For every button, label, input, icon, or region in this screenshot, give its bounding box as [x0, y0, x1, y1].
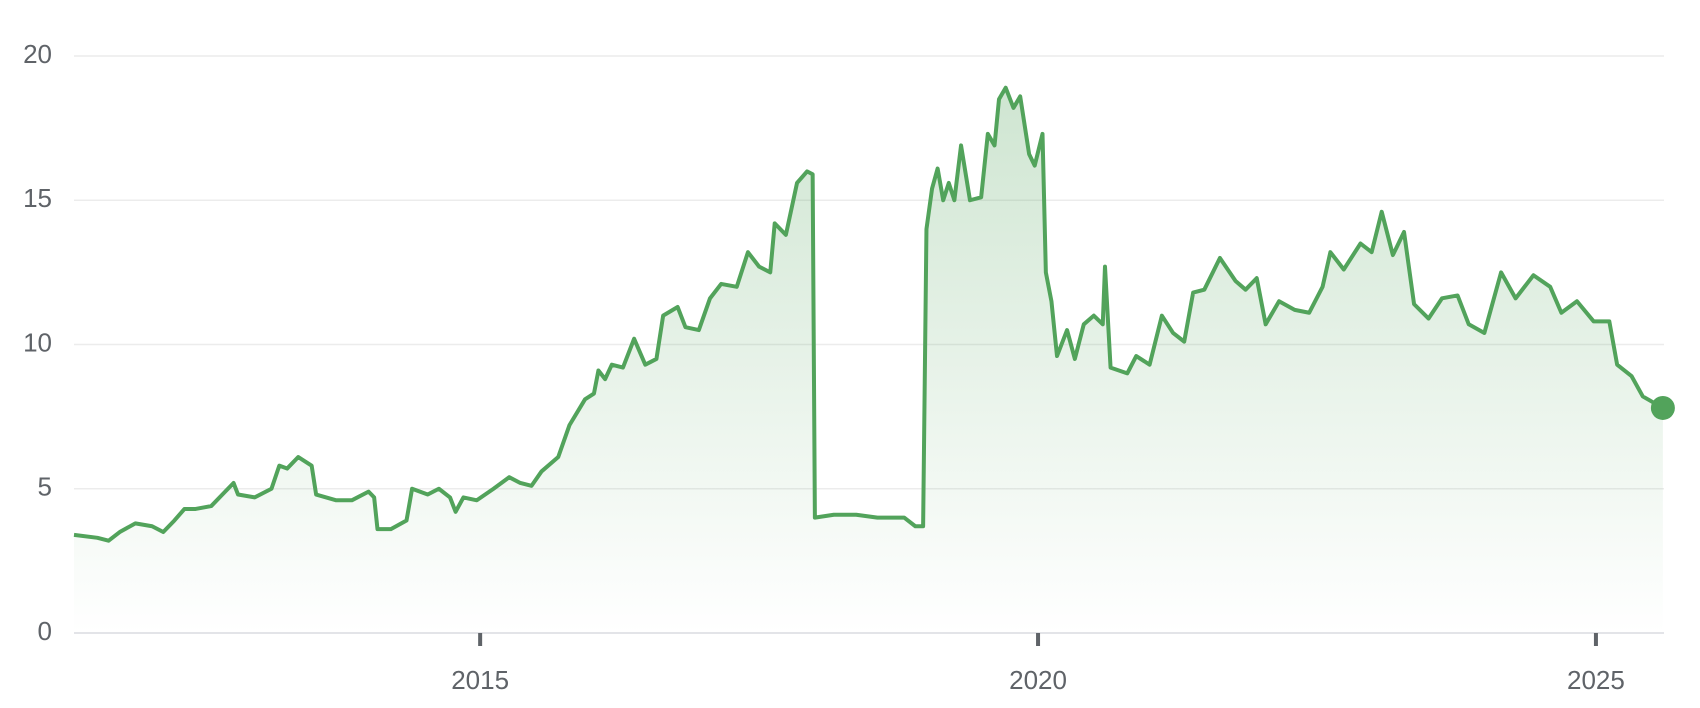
y-tick-label: 5: [38, 472, 52, 502]
x-tick-label: 2015: [451, 665, 509, 695]
y-tick-label: 20: [23, 39, 52, 69]
area-fill: [74, 87, 1663, 634]
y-tick-label: 0: [38, 616, 52, 646]
x-tick-label: 2025: [1567, 665, 1625, 695]
last-point: [1650, 395, 1675, 420]
x-tick-label: 2020: [1009, 665, 1067, 695]
y-tick-label: 15: [23, 183, 52, 213]
price-line: [73, 85, 1664, 543]
y-tick-label: 10: [23, 327, 52, 357]
